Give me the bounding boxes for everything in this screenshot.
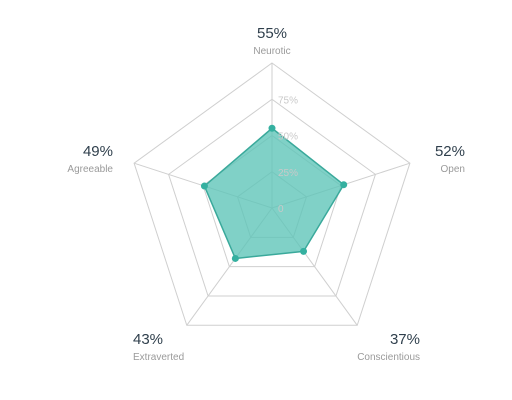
tick-label: 25% <box>278 168 298 179</box>
data-point-agreeable[interactable] <box>200 182 208 190</box>
tick-label: 50% <box>278 132 298 143</box>
value-label-agreeable: 49% <box>83 143 113 160</box>
value-label-neurotic: 55% <box>257 25 287 42</box>
axis-label-extraverted: Extraverted <box>133 352 184 363</box>
value-label-conscientious: 37% <box>390 331 420 348</box>
radar-series <box>200 124 348 262</box>
axis-label-neurotic: Neurotic <box>253 46 290 57</box>
data-point-conscientious[interactable] <box>300 247 308 255</box>
data-point-neurotic[interactable] <box>268 124 276 132</box>
axis-label-agreeable: Agreeable <box>67 164 113 175</box>
series-area <box>203 127 345 260</box>
data-point-open[interactable] <box>340 181 348 189</box>
radar-axis-labels: 55% Neurotic 52% Open 37% Conscientious 43% Ext… <box>67 25 465 363</box>
value-label-extraverted: 43% <box>133 331 163 348</box>
axis-label-open: Open <box>441 164 465 175</box>
tick-label: 75% <box>278 95 298 106</box>
grid-ring-100 <box>133 62 411 326</box>
radar-tick-labels: 0 25% 50% 75% <box>278 95 298 215</box>
value-label-open: 52% <box>435 143 465 160</box>
tick-label: 0 <box>278 204 284 215</box>
axis-label-conscientious: Conscientious <box>357 352 420 363</box>
grid-ring-75 <box>167 98 377 297</box>
data-point-extraverted[interactable] <box>231 254 239 262</box>
